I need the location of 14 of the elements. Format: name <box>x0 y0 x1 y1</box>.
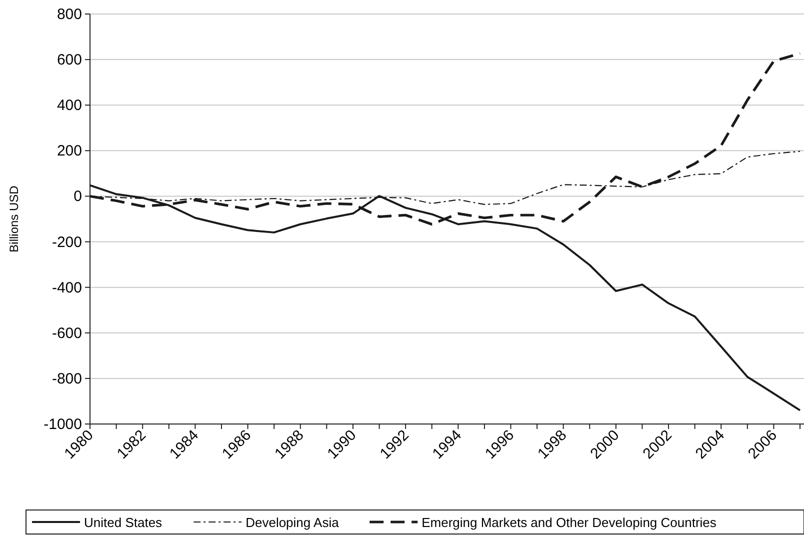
y-tick-label: 600 <box>56 52 82 69</box>
y-axis-title: Billions USD <box>7 185 21 252</box>
y-tick-label: 800 <box>56 6 82 23</box>
y-tick-label: -1000 <box>44 416 82 433</box>
legend-label: Emerging Markets and Other Developing Countries <box>422 515 717 530</box>
y-tick-label: -400 <box>52 279 82 296</box>
legend-label: United States <box>84 515 163 530</box>
legend-label: Developing Asia <box>246 515 340 530</box>
y-tick-label: -600 <box>52 324 82 342</box>
y-tick-label: -800 <box>52 370 82 388</box>
y-tick-label: 200 <box>56 142 82 160</box>
y-tick-label: -200 <box>52 234 82 251</box>
y-tick-label: 400 <box>56 97 82 114</box>
y-tick-label: 0 <box>74 188 82 206</box>
